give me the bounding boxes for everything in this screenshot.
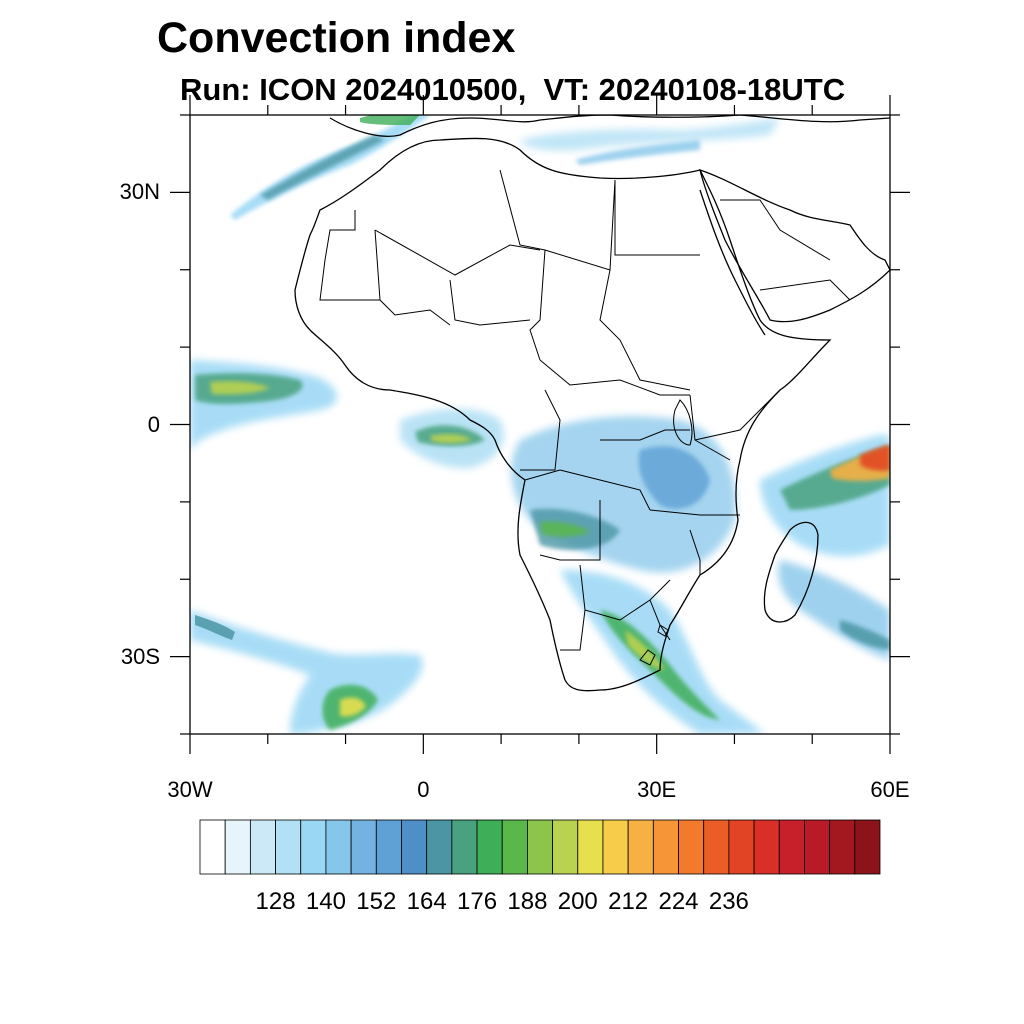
colorbar-label: 188 [507, 888, 548, 915]
colorbar-label: 176 [457, 888, 498, 915]
run-info-subtitle: Run: ICON 2024010500, VT: 20240108-18UTC [180, 72, 846, 107]
colorbar-swatch [199, 819, 226, 875]
colorbar-swatch [375, 819, 402, 875]
colorbar-swatch [476, 819, 503, 875]
colorbar-swatch [627, 819, 654, 875]
lat-label: 30S [120, 643, 160, 669]
colorbar-label: 224 [658, 888, 699, 915]
arabia-coastline [699, 169, 890, 323]
colorbar-swatch [527, 819, 553, 875]
colorbar-label: 140 [305, 888, 346, 915]
colorbar [199, 819, 881, 875]
lat-label: 0 [147, 411, 160, 437]
colorbar-label: 164 [406, 888, 447, 915]
country-borders [319, 169, 851, 666]
lon-label: 30W [167, 777, 213, 802]
africa-coastline [294, 137, 832, 692]
colorbar-swatch [703, 819, 730, 875]
field-west-atlantic [190, 360, 337, 450]
chart-title: Convection index [157, 14, 516, 62]
colorbar-swatch [451, 819, 478, 875]
colorbar-swatch [778, 819, 805, 875]
field-mediterranean [520, 118, 780, 151]
colorbar-swatch [652, 819, 679, 875]
colorbar-swatch [224, 819, 251, 875]
colorbar-label: 236 [708, 888, 749, 915]
red-sea-coastline [699, 189, 766, 336]
colorbar-swatch [753, 819, 780, 875]
colorbar-swatch [249, 819, 276, 875]
convection-field [190, 115, 890, 734]
lon-label: 60E [870, 777, 910, 802]
colorbar-swatch [350, 819, 377, 875]
colorbar-swatch [325, 819, 352, 875]
map-coastline [294, 115, 890, 692]
lon-label: 0 [417, 777, 430, 802]
colorbar-swatch [602, 819, 629, 875]
madagascar-coastline [763, 521, 819, 623]
colorbar-swatch [300, 819, 327, 875]
colorbar-swatch [728, 819, 755, 875]
colorbar-swatch [552, 819, 579, 875]
colorbar-swatch [501, 819, 528, 875]
colorbar-swatch [829, 819, 856, 875]
axis-ticks [170, 95, 910, 754]
field-north-atlantic-core [260, 135, 385, 200]
colorbar-swatch [577, 819, 604, 875]
colorbar-swatch [275, 819, 302, 875]
colorbar-swatch [426, 819, 453, 875]
colorbar-label: 200 [557, 888, 598, 915]
colorbar-swatch [854, 819, 881, 875]
colorbar-swatch [401, 819, 428, 875]
colorbar-label: 152 [356, 888, 397, 915]
europe-coastline [329, 115, 890, 137]
lat-label: 30N [119, 179, 160, 205]
colorbar-swatch [678, 819, 705, 875]
lon-label: 30E [637, 777, 677, 802]
colorbar-swatch [804, 819, 831, 875]
colorbar-label: 128 [255, 888, 296, 915]
colorbar-label: 212 [608, 888, 649, 915]
